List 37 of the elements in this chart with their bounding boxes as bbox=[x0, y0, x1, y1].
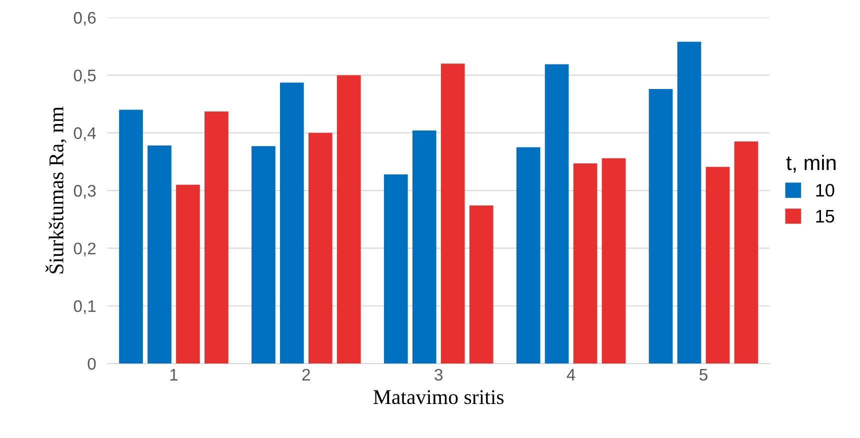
y-tick-label: 0,3 bbox=[74, 184, 96, 199]
bar bbox=[573, 163, 598, 364]
bar bbox=[308, 132, 332, 364]
bar bbox=[648, 89, 673, 364]
x-tick-label: 4 bbox=[566, 369, 576, 380]
bar bbox=[677, 42, 702, 364]
y-tick-label: 0 bbox=[88, 358, 96, 370]
y-tick-label: 0,2 bbox=[74, 242, 96, 256]
bar bbox=[384, 174, 408, 364]
legend-title: t, min bbox=[786, 154, 836, 173]
x-tick-label: 5 bbox=[700, 369, 708, 381]
bar bbox=[119, 110, 143, 364]
x-axis-title: Matavimo sritis bbox=[374, 390, 504, 404]
y-tick-label: 0,4 bbox=[74, 127, 96, 142]
y-axis-title: Šiurkštumas Ra, nm bbox=[45, 106, 66, 274]
bar bbox=[734, 142, 758, 364]
bar bbox=[336, 75, 361, 364]
legend-label: 15 bbox=[816, 210, 834, 223]
bar bbox=[148, 146, 172, 364]
x-tick-label: 3 bbox=[434, 368, 442, 381]
legend-label: 10 bbox=[816, 184, 834, 197]
bar bbox=[280, 82, 304, 364]
y-tick-label: 0,5 bbox=[74, 70, 96, 84]
bar bbox=[176, 184, 200, 364]
bar bbox=[252, 146, 276, 364]
bar bbox=[706, 166, 730, 364]
bar bbox=[469, 206, 494, 364]
bar bbox=[544, 64, 569, 364]
x-tick-label: 1 bbox=[170, 369, 178, 380]
x-tick-label: 2 bbox=[302, 368, 310, 380]
bar bbox=[602, 158, 626, 364]
bar bbox=[440, 64, 465, 364]
y-tick-label: 0,1 bbox=[74, 300, 96, 314]
y-tick-label: 0,6 bbox=[74, 12, 96, 26]
bar bbox=[412, 130, 436, 364]
bar bbox=[516, 147, 540, 364]
bar bbox=[204, 112, 228, 364]
